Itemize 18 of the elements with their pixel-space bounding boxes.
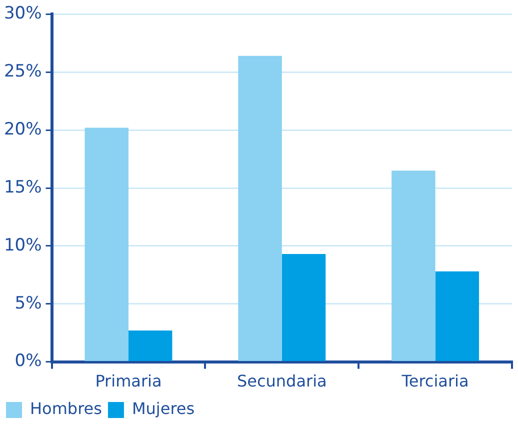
bar (128, 330, 172, 362)
legend-label: Mujeres (132, 399, 195, 418)
y-tick-label: 15% (4, 177, 42, 198)
bar (282, 254, 326, 362)
x-tick-label: Terciaria (400, 372, 469, 391)
x-tick-label: Primaria (95, 372, 162, 391)
y-tick-label: 5% (14, 293, 42, 314)
bar (238, 56, 282, 362)
y-tick-label: 0% (14, 351, 42, 372)
legend-label: Hombres (30, 399, 102, 418)
bar (84, 128, 128, 362)
y-tick-label: 30% (4, 4, 42, 24)
bar (392, 170, 436, 362)
x-tick-label: Secundaria (236, 372, 327, 391)
y-tick-label: 25% (4, 62, 42, 82)
y-tick-label: 10% (4, 235, 42, 256)
bar (435, 271, 480, 362)
y-tick-label: 20% (4, 119, 42, 140)
